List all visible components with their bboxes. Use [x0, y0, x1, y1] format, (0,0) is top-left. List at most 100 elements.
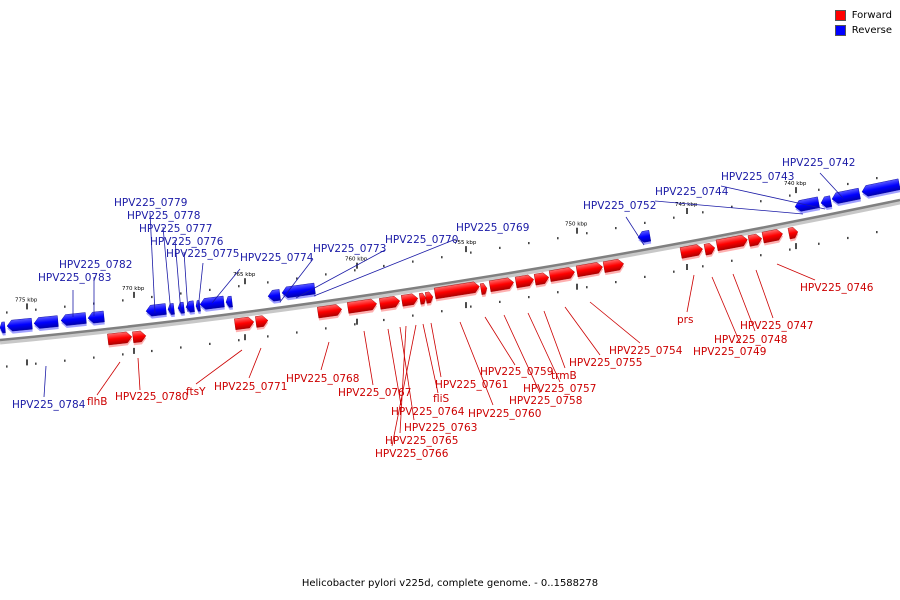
gene-arrow[interactable] [831, 187, 862, 207]
label-leader-line [527, 312, 561, 383]
gene-label[interactable]: HPV225_0742 [782, 157, 855, 169]
gene-arrow[interactable] [107, 331, 133, 348]
gene-arrow[interactable] [602, 258, 625, 276]
gene-label[interactable]: HPV225_0763 [404, 422, 477, 434]
gene-arrow[interactable] [199, 295, 225, 312]
gene-arrow[interactable] [346, 298, 378, 316]
gene-arrow-body [378, 296, 401, 310]
gene-label[interactable]: flhB [87, 396, 107, 408]
gene-arrow-body [267, 289, 281, 302]
gene-label[interactable]: HPV225_0784 [12, 399, 86, 411]
gene-arrow-body [167, 303, 175, 315]
gene-label[interactable]: HPV225_0758 [509, 395, 582, 407]
scale-tick-label: 745 kbp [675, 202, 698, 208]
gene-arrow[interactable] [820, 195, 833, 211]
gene-label[interactable]: HPV225_0744 [655, 186, 729, 198]
gene-label[interactable]: HPV225_0760 [468, 408, 541, 420]
gene-label[interactable]: HPV225_0779 [114, 197, 187, 209]
dot-above [731, 205, 733, 208]
gene-label[interactable]: HPV225_0747 [740, 320, 813, 332]
gene-arrow[interactable] [787, 226, 799, 242]
scale-tick-label: 765 kbp [233, 272, 256, 278]
gene-arrow[interactable] [87, 310, 105, 326]
gene-label[interactable]: HPV225_0778 [127, 210, 200, 222]
gene-label[interactable]: HPV225_0773 [313, 243, 386, 255]
gene-label[interactable]: trmB [551, 370, 577, 382]
gene-label[interactable]: ftsY [186, 386, 206, 398]
gene-label[interactable]: HPV225_0769 [456, 222, 529, 234]
gene-arrow[interactable] [0, 321, 6, 336]
gene-arrow[interactable] [794, 196, 821, 215]
gene-arrow-body [400, 293, 419, 307]
gene-arrow[interactable] [185, 300, 195, 315]
gene-label[interactable]: HPV225_0743 [721, 171, 794, 183]
gene-label[interactable]: HPV225_0768 [286, 373, 359, 385]
gene-label[interactable]: HPV225_0757 [523, 383, 596, 395]
gene-arrow[interactable] [433, 281, 481, 302]
gene-arrow[interactable] [424, 291, 434, 306]
gene-arrow[interactable] [316, 304, 343, 321]
gene-label[interactable]: HPV225_0777 [139, 223, 212, 235]
gene-label[interactable]: HPV225_0754 [609, 345, 683, 357]
gene-label[interactable]: fliS [433, 393, 450, 405]
gene-label[interactable]: HPV225_0752 [583, 200, 656, 212]
dot-above [35, 308, 37, 311]
gene-label[interactable]: HPV225_0774 [240, 252, 314, 264]
gene-arrow[interactable] [548, 267, 576, 285]
gene-label[interactable]: HPV225_0766 [375, 448, 449, 460]
label-leader-line [197, 262, 204, 311]
dot-above [760, 200, 762, 203]
gene-arrow[interactable] [281, 282, 316, 301]
gene-arrow[interactable] [747, 233, 763, 249]
gene-label[interactable]: HPV225_0746 [800, 282, 874, 294]
dot-below [876, 231, 878, 234]
gene-label[interactable]: HPV225_0755 [569, 357, 642, 369]
gene-arrow[interactable] [60, 312, 87, 329]
gene-arrow[interactable] [488, 277, 515, 295]
label-leader-line [183, 251, 189, 313]
gene-arrow[interactable] [861, 178, 900, 200]
gene-arrow[interactable] [533, 272, 550, 288]
gene-label[interactable]: HPV225_0764 [391, 406, 465, 418]
gene-label[interactable]: HPV225_0775 [166, 248, 239, 260]
gene-arrow[interactable] [255, 315, 269, 330]
gene-label[interactable]: HPV225_0765 [385, 435, 458, 447]
gene-arrow[interactable] [225, 295, 233, 310]
gene-label[interactable]: HPV225_0776 [150, 236, 224, 248]
gene-arrow[interactable] [167, 303, 175, 318]
gene-label[interactable]: HPV225_0749 [693, 346, 766, 358]
dot-above [209, 288, 211, 291]
gene-label[interactable]: HPV225_0782 [59, 259, 132, 271]
gene-arrow-body [145, 303, 167, 317]
gene-label[interactable]: HPV225_0748 [714, 334, 787, 346]
gene-arrow[interactable] [145, 303, 167, 319]
dot-below [6, 365, 8, 368]
gene-arrow[interactable] [514, 274, 535, 291]
gene-label[interactable]: HPV225_0761 [435, 379, 508, 391]
gene-label[interactable]: HPV225_0771 [214, 381, 287, 393]
gene-arrow[interactable] [6, 317, 33, 334]
gene-arrow[interactable] [679, 244, 704, 261]
gene-arrow[interactable] [234, 316, 255, 333]
gene-arrow[interactable] [132, 330, 147, 346]
gene-arrow-body [514, 274, 535, 289]
gene-label[interactable]: prs [677, 314, 693, 326]
gene-arrow[interactable] [715, 234, 749, 254]
gene-arrow[interactable] [761, 228, 784, 246]
gene-label[interactable]: HPV225_0770 [385, 234, 458, 246]
gene-arrow[interactable] [267, 289, 281, 304]
gene-label[interactable]: HPV225_0783 [38, 272, 111, 284]
gene-arrow[interactable] [400, 293, 419, 309]
gene-arrow-body [575, 262, 603, 278]
gene-arrow[interactable] [418, 292, 427, 307]
gene-arrow[interactable] [33, 315, 59, 332]
gene-arrow[interactable] [575, 262, 604, 280]
gene-label[interactable]: HPV225_0780 [115, 391, 188, 403]
gene-arrow[interactable] [703, 242, 716, 258]
gene-arrow-body [787, 227, 799, 240]
gene-arrow[interactable] [479, 283, 488, 298]
gene-label[interactable]: HPV225_0767 [338, 387, 411, 399]
gene-arrow[interactable] [177, 301, 185, 316]
gene-arrow[interactable] [378, 295, 401, 312]
gene-label[interactable]: HPV225_0759 [480, 366, 553, 378]
